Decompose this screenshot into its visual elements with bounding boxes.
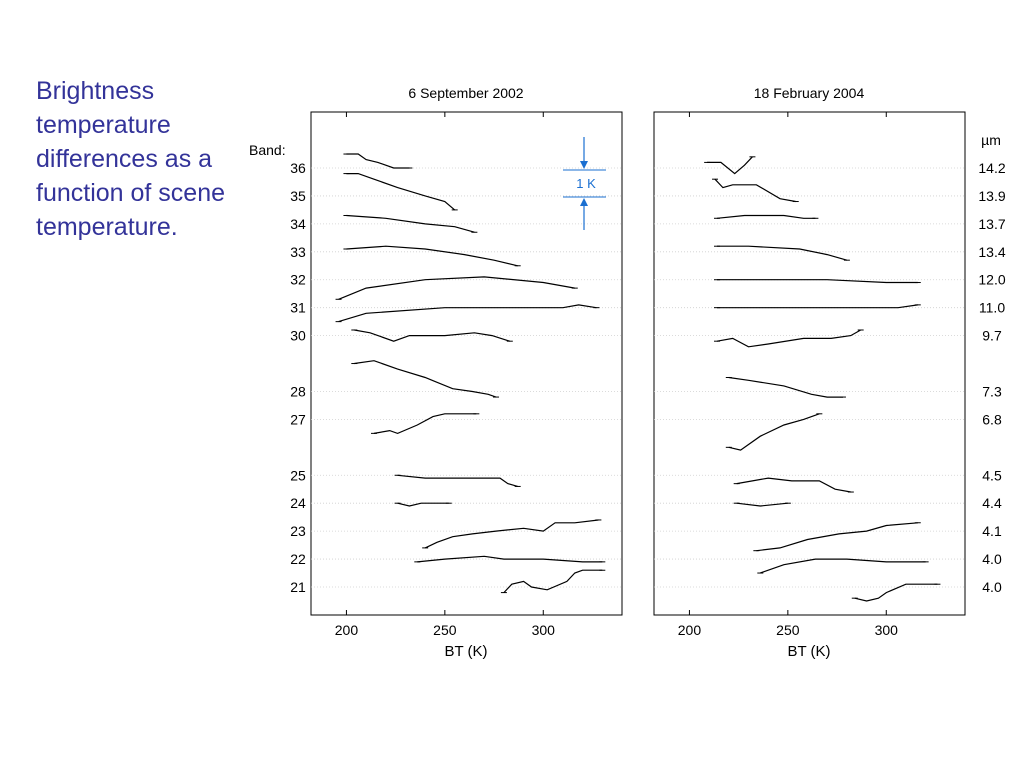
left-traces: [335, 153, 606, 594]
right-series-band-34: [716, 214, 816, 219]
right-series-band-35: [714, 178, 796, 203]
unit-label: µm: [981, 132, 1001, 148]
band-label-31: 31: [290, 300, 306, 316]
band-label-21: 21: [290, 579, 306, 595]
right-series-band-22: [760, 558, 926, 574]
wavelength-label-band-31: 11.0: [979, 300, 1005, 316]
right-series-band-28: [728, 376, 843, 398]
wavelength-label-band-36: 14.2: [978, 160, 1005, 176]
right-traces: [704, 156, 941, 602]
wavelength-label-band-33: 13.4: [978, 244, 1005, 260]
left-series-band-27: [373, 413, 477, 435]
right-series-band-23: [756, 522, 918, 552]
left-grid: [311, 167, 622, 588]
left-series-band-31: [338, 304, 597, 323]
left-series-band-30: [354, 329, 510, 342]
right-panel: 18 February 2004 BT (K) 200 250 300: [653, 85, 966, 660]
right-series-band-30: [716, 329, 861, 348]
band-label-32: 32: [290, 272, 306, 288]
band-label-28: 28: [290, 383, 306, 399]
wavelength-label-band-28: 7.3: [982, 383, 1002, 399]
band-label-34: 34: [290, 216, 306, 232]
left-series-band-34: [346, 214, 475, 233]
band-axis-label: Band:: [249, 142, 286, 158]
wavelength-label-band-22: 4.0: [982, 551, 1002, 567]
scale-bar-label: 1 K: [576, 176, 596, 191]
wavelength-label-band-23: 4.1: [982, 523, 1002, 539]
band-label-36: 36: [290, 160, 306, 176]
right-x-tick-label: 300: [875, 622, 899, 638]
wavelength-label-band-34: 13.7: [978, 216, 1005, 232]
band-labels: 36 35 34 33 32 31 30 28 27 25 24 23 22 21: [290, 160, 306, 595]
right-x-tick-label: 200: [678, 622, 702, 638]
left-series-band-35: [346, 173, 456, 211]
right-series-band-31: [717, 304, 918, 309]
left-series-band-28: [354, 360, 497, 398]
left-series-band-24: [397, 502, 449, 507]
band-label-30: 30: [290, 328, 306, 344]
right-series-band-24: [736, 502, 788, 507]
left-x-axis-label: BT (K): [444, 643, 487, 660]
wavelength-label-band-30: 9.7: [982, 328, 1002, 344]
right-x-axis-label: BT (K): [787, 643, 830, 660]
wavelength-label-band-25: 4.5: [982, 467, 1002, 483]
left-panel: 6 September 2002 BT (K) 200 250 300: [310, 85, 623, 660]
right-series-band-32: [717, 279, 918, 284]
scale-bar: 1 K: [563, 137, 606, 230]
scale-bar-top-arrowhead: [580, 161, 588, 169]
scale-bar-bottom-arrowhead: [580, 198, 588, 206]
wavelength-label-band-27: 6.8: [982, 411, 1002, 427]
left-series-band-25: [397, 474, 518, 487]
right-series-band-27: [728, 413, 820, 451]
right-plot-frame: [653, 111, 966, 616]
right-panel-title: 18 February 2004: [754, 85, 865, 101]
left-series-band-32: [338, 276, 575, 300]
left-series-band-33: [346, 245, 518, 267]
right-x-ticks: 200 250 300: [678, 112, 898, 638]
left-plot-frame: [310, 111, 623, 616]
left-x-tick-label: 200: [335, 622, 359, 638]
band-label-25: 25: [290, 467, 306, 483]
slide-title: Brightness temperature differences as a …: [36, 77, 226, 241]
band-label-33: 33: [290, 244, 306, 260]
right-series-band-21: [854, 583, 938, 602]
right-series-band-25: [736, 477, 851, 493]
left-panel-title: 6 September 2002: [408, 85, 523, 101]
left-x-tick-label: 300: [532, 622, 556, 638]
left-series-band-23: [424, 519, 599, 549]
left-series-band-21: [503, 569, 603, 594]
wavelength-label-band-24: 4.4: [982, 495, 1002, 511]
wavelength-label-band-32: 12.0: [978, 272, 1005, 288]
right-x-tick-label: 250: [776, 622, 800, 638]
left-series-band-36: [346, 153, 410, 169]
band-label-22: 22: [290, 551, 306, 567]
band-label-27: 27: [290, 411, 306, 427]
left-x-tick-label: 250: [433, 622, 457, 638]
band-label-35: 35: [290, 188, 306, 204]
right-grid: [654, 167, 965, 588]
wavelength-label-band-21: 4.0: [982, 579, 1002, 595]
band-label-24: 24: [290, 495, 306, 511]
wavelength-labels: 14.2 13.9 13.7 13.4 12.0 11.0 9.7 7.3 6.8 4.5 4.4 4…: [978, 160, 1005, 595]
left-series-band-22: [417, 555, 603, 563]
right-series-band-36: [707, 156, 753, 175]
right-series-band-33: [717, 245, 848, 261]
left-x-ticks: 200 250 300: [335, 112, 555, 638]
wavelength-label-band-35: 13.9: [978, 188, 1005, 204]
band-label-23: 23: [290, 523, 306, 539]
